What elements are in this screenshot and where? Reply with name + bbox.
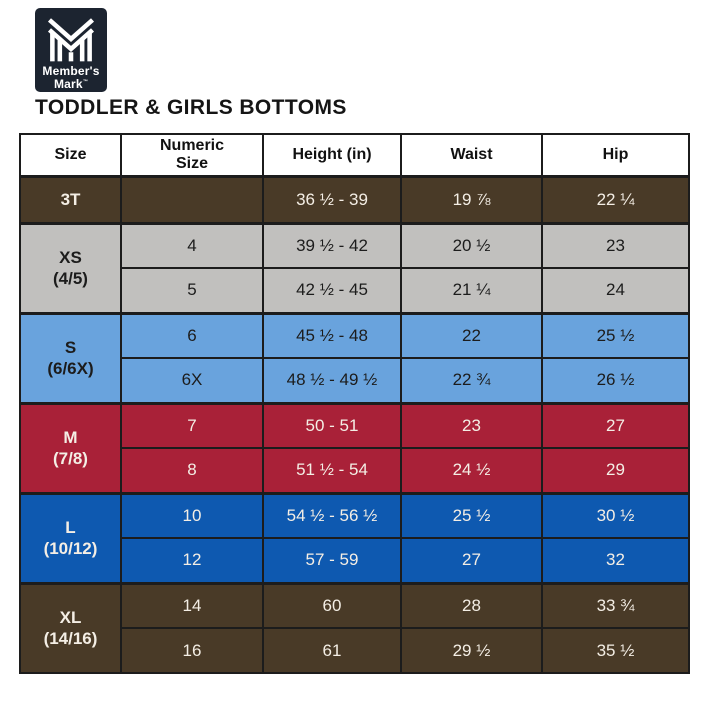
table-row: 16 61 29 ½ 35 ½ bbox=[20, 627, 690, 674]
members-mark-m-icon bbox=[46, 15, 96, 63]
height-cell: 48 ½ - 49 ½ bbox=[262, 357, 402, 404]
hip-cell: 22 ¼ bbox=[541, 174, 690, 224]
numeric-size-cell: 8 bbox=[120, 447, 264, 494]
waist-cell: 29 ½ bbox=[400, 627, 543, 674]
numeric-size-cell: 10 bbox=[120, 491, 264, 539]
height-cell: 42 ½ - 45 bbox=[262, 267, 402, 314]
waist-cell: 27 bbox=[400, 537, 543, 584]
hip-cell: 30 ½ bbox=[541, 491, 690, 539]
size-group-s: S (6/6X) bbox=[19, 311, 122, 404]
waist-cell: 20 ½ bbox=[400, 221, 543, 269]
waist-cell: 22 bbox=[400, 311, 543, 359]
height-cell: 51 ½ - 54 bbox=[262, 447, 402, 494]
column-header-size: Size bbox=[19, 133, 122, 177]
table-row: M (7/8) 7 50 - 51 23 27 bbox=[19, 401, 690, 494]
numeric-size-cell: 5 bbox=[120, 267, 264, 314]
numeric-size-cell: 6 bbox=[120, 311, 264, 359]
height-cell: 50 - 51 bbox=[262, 401, 402, 449]
table-row: 12 57 - 59 27 32 bbox=[20, 537, 690, 584]
height-cell: 57 - 59 bbox=[262, 537, 402, 584]
brand-name: Member's Mark™ bbox=[42, 64, 100, 91]
page-title: TODDLER & GIRLS BOTTOMS bbox=[35, 96, 347, 119]
table-row: 3T 36 ½ - 39 19 ⅞ 22 ¼ bbox=[19, 174, 690, 224]
numeric-size-cell: 12 bbox=[120, 537, 264, 584]
waist-cell: 22 ¾ bbox=[400, 357, 543, 404]
numeric-size-cell bbox=[120, 174, 264, 224]
size-chart-table: Size Numeric Size Height (in) Waist Hip … bbox=[19, 133, 690, 674]
hip-cell: 24 bbox=[541, 267, 690, 314]
hip-cell: 32 bbox=[541, 537, 690, 584]
height-cell: 39 ½ - 42 bbox=[262, 221, 402, 269]
hip-cell: 27 bbox=[541, 401, 690, 449]
waist-cell: 24 ½ bbox=[400, 447, 543, 494]
table-row: 6X 48 ½ - 49 ½ 22 ¾ 26 ½ bbox=[20, 357, 690, 404]
numeric-size-cell: 14 bbox=[120, 581, 264, 629]
column-header-height: Height (in) bbox=[262, 133, 402, 177]
waist-cell: 25 ½ bbox=[400, 491, 543, 539]
size-group-xl: XL (14/16) bbox=[19, 581, 122, 674]
height-cell: 61 bbox=[262, 627, 402, 674]
size-group-xs: XS (4/5) bbox=[19, 221, 122, 314]
hip-cell: 25 ½ bbox=[541, 311, 690, 359]
waist-cell: 23 bbox=[400, 401, 543, 449]
waist-cell: 21 ¼ bbox=[400, 267, 543, 314]
size-group-l: L (10/12) bbox=[19, 491, 122, 584]
hip-cell: 23 bbox=[541, 221, 690, 269]
table-row: 5 42 ½ - 45 21 ¼ 24 bbox=[20, 267, 690, 314]
size-group-3t: 3T bbox=[19, 174, 122, 224]
height-cell: 45 ½ - 48 bbox=[262, 311, 402, 359]
table-row: L (10/12) 10 54 ½ - 56 ½ 25 ½ 30 ½ bbox=[19, 491, 690, 584]
height-cell: 60 bbox=[262, 581, 402, 629]
table-row: XL (14/16) 14 60 28 33 ¾ bbox=[19, 581, 690, 674]
table-row: S (6/6X) 6 45 ½ - 48 22 25 ½ bbox=[19, 311, 690, 404]
height-cell: 36 ½ - 39 bbox=[262, 174, 402, 224]
hip-cell: 29 bbox=[541, 447, 690, 494]
trademark-symbol: ™ bbox=[82, 78, 89, 85]
header-row: Size Numeric Size Height (in) Waist Hip bbox=[19, 133, 690, 177]
numeric-size-cell: 4 bbox=[120, 221, 264, 269]
waist-cell: 19 ⅞ bbox=[400, 174, 543, 224]
height-cell: 54 ½ - 56 ½ bbox=[262, 491, 402, 539]
hip-cell: 35 ½ bbox=[541, 627, 690, 674]
numeric-size-cell: 16 bbox=[120, 627, 264, 674]
numeric-size-cell: 6X bbox=[120, 357, 264, 404]
size-group-m: M (7/8) bbox=[19, 401, 122, 494]
members-mark-logo: Member's Mark™ bbox=[35, 8, 107, 92]
column-header-numeric-size: Numeric Size bbox=[120, 133, 264, 177]
size-chart: Size Numeric Size Height (in) Waist Hip … bbox=[19, 133, 690, 674]
column-header-waist: Waist bbox=[400, 133, 543, 177]
hip-cell: 26 ½ bbox=[541, 357, 690, 404]
column-header-hip: Hip bbox=[541, 133, 690, 177]
numeric-size-cell: 7 bbox=[120, 401, 264, 449]
hip-cell: 33 ¾ bbox=[541, 581, 690, 629]
waist-cell: 28 bbox=[400, 581, 543, 629]
table-row: 8 51 ½ - 54 24 ½ 29 bbox=[20, 447, 690, 494]
table-row: XS (4/5) 4 39 ½ - 42 20 ½ 23 bbox=[19, 221, 690, 314]
